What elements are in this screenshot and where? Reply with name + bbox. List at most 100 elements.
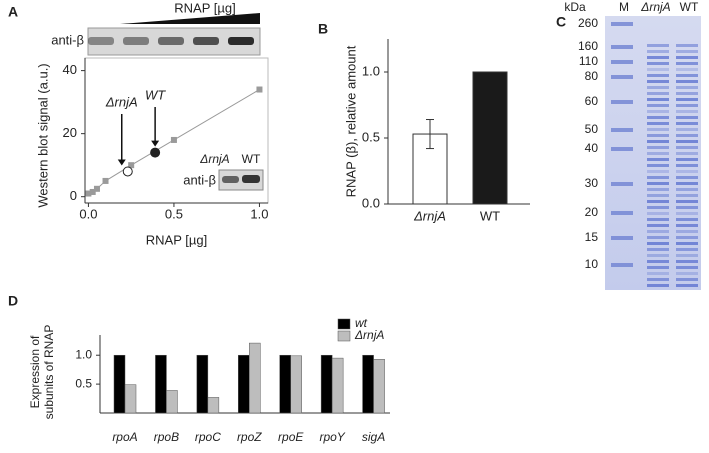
protein-band: [647, 170, 669, 173]
panel-label: B: [318, 21, 328, 37]
legend-label: ΔrnjA: [354, 328, 384, 342]
legend-label: wt: [355, 316, 368, 330]
marker-label: 40: [585, 141, 599, 155]
protein-band: [647, 200, 669, 203]
point: [170, 136, 177, 143]
marker-label: 50: [585, 122, 599, 136]
x-tick-label: rpoZ: [237, 430, 262, 444]
x-tick-label: rpoA: [112, 430, 137, 444]
blot-band: [222, 176, 239, 183]
protein-band: [676, 68, 698, 71]
marker-label: 160: [578, 39, 598, 53]
blot-band: [242, 175, 260, 183]
arrow-head: [117, 159, 126, 166]
protein-band: [647, 266, 669, 269]
marker-band: [611, 60, 633, 64]
marker-band: [611, 236, 633, 240]
protein-band: [647, 56, 669, 59]
y-tick-label: 40: [63, 62, 77, 77]
blot-band: [228, 37, 254, 45]
protein-band: [647, 68, 669, 71]
blot-title: RNAP [µg]: [174, 0, 235, 15]
x-axis-label: RNAP [µg]: [146, 232, 207, 247]
protein-band: [647, 110, 669, 113]
arrow-head: [151, 140, 160, 147]
y-tick-label: 0: [70, 188, 77, 203]
y-tick-label: 0.5: [362, 129, 380, 144]
protein-band: [676, 50, 698, 53]
panel-label: A: [8, 4, 18, 20]
bar: [124, 384, 137, 414]
protein-band: [647, 230, 669, 233]
protein-band: [647, 140, 669, 143]
protein-band: [676, 236, 698, 239]
marker-label: 80: [585, 69, 599, 83]
lane-label: ΔrnjA: [640, 0, 670, 14]
marker-band: [611, 128, 633, 132]
marker-label: 60: [585, 94, 599, 108]
protein-band: [676, 164, 698, 167]
protein-band: [647, 116, 669, 119]
point: [256, 86, 263, 93]
annotation: WT: [145, 87, 166, 102]
protein-band: [647, 152, 669, 155]
bar: [113, 354, 126, 414]
protein-band: [647, 122, 669, 125]
protein-band: [676, 248, 698, 251]
protein-band: [647, 164, 669, 167]
protein-band: [676, 206, 698, 209]
protein-band: [676, 80, 698, 83]
protein-band: [647, 80, 669, 83]
bar: [290, 355, 302, 414]
point: [150, 147, 161, 158]
protein-band: [647, 98, 669, 101]
protein-band: [647, 182, 669, 185]
protein-band: [647, 44, 669, 47]
legend-swatch: [337, 330, 351, 342]
point: [93, 185, 100, 192]
protein-band: [676, 128, 698, 131]
protein-band: [647, 176, 669, 179]
protein-band: [676, 86, 698, 89]
protein-band: [676, 230, 698, 233]
protein-band: [676, 266, 698, 269]
protein-band: [647, 248, 669, 251]
x-tick-label: sigA: [362, 430, 385, 444]
x-tick-label: 1.0: [250, 206, 268, 221]
protein-band: [676, 254, 698, 257]
protein-band: [647, 74, 669, 77]
point: [89, 188, 96, 195]
protein-band: [676, 140, 698, 143]
y-tick-label: 0.0: [362, 195, 380, 210]
blot-band: [123, 37, 149, 45]
marker-band: [611, 45, 633, 49]
panel-label: C: [556, 14, 566, 30]
protein-band: [676, 56, 698, 59]
protein-band: [647, 224, 669, 227]
protein-band: [676, 170, 698, 173]
protein-band: [676, 122, 698, 125]
x-tick-label: rpoB: [154, 430, 179, 444]
y-tick-label: 20: [63, 125, 77, 140]
protein-band: [676, 116, 698, 119]
marker-band: [611, 182, 633, 186]
y-axis-label: subunits of RNAP: [42, 325, 56, 420]
y-axis-label: Expression of: [28, 335, 42, 408]
panel-label: D: [8, 293, 18, 309]
y-tick-label: 1.0: [75, 347, 92, 361]
protein-band: [676, 74, 698, 77]
protein-band: [676, 278, 698, 281]
marker-label: 10: [585, 257, 599, 271]
protein-band: [676, 176, 698, 179]
protein-band: [676, 92, 698, 95]
wedge: [120, 13, 260, 24]
protein-band: [676, 260, 698, 263]
point: [128, 162, 135, 169]
bar: [166, 390, 178, 414]
annotation: ΔrnjA: [105, 94, 138, 109]
protein-band: [676, 152, 698, 155]
lane-label: WT: [680, 0, 699, 14]
protein-band: [676, 284, 698, 287]
marker-label: 20: [585, 205, 599, 219]
protein-band: [647, 212, 669, 215]
